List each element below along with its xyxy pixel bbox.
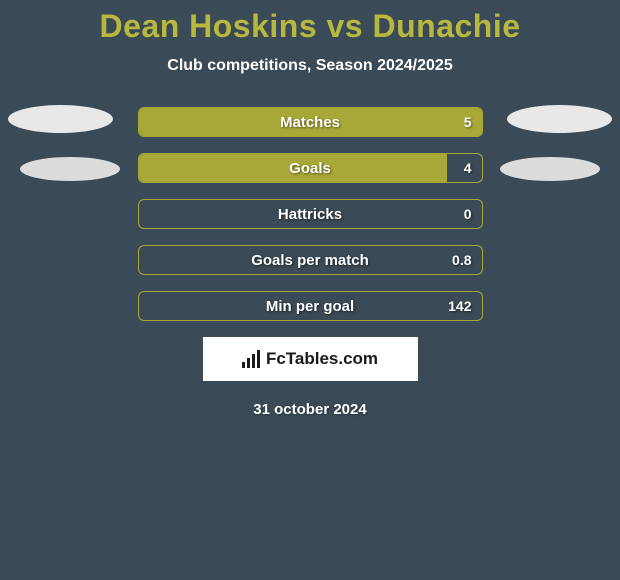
stat-value: 5 bbox=[464, 108, 472, 136]
page-title: Dean Hoskins vs Dunachie bbox=[0, 8, 620, 45]
player-right-avatar-bottom bbox=[500, 157, 600, 181]
stat-label: Matches bbox=[139, 108, 482, 136]
stat-label: Goals per match bbox=[139, 246, 482, 274]
footer-date: 31 october 2024 bbox=[0, 401, 620, 418]
stat-label: Hattricks bbox=[139, 200, 482, 228]
comparison-widget: Dean Hoskins vs Dunachie Club competitio… bbox=[0, 0, 620, 418]
stat-value: 0.8 bbox=[452, 246, 471, 274]
player-left-avatar-bottom bbox=[20, 157, 120, 181]
stat-row-hattricks: Hattricks 0 bbox=[138, 199, 483, 229]
player-right-avatar-top bbox=[507, 105, 612, 133]
stat-row-goals: Goals 4 bbox=[138, 153, 483, 183]
stat-label: Goals bbox=[139, 154, 482, 182]
stat-value: 4 bbox=[464, 154, 472, 182]
bar-chart-icon bbox=[242, 350, 260, 368]
stat-label: Min per goal bbox=[139, 292, 482, 320]
branding-link[interactable]: FcTables.com bbox=[203, 337, 418, 381]
stat-row-min-per-goal: Min per goal 142 bbox=[138, 291, 483, 321]
stat-value: 0 bbox=[464, 200, 472, 228]
stat-rows: Matches 5 Goals 4 Hattricks 0 Goals per … bbox=[138, 107, 483, 321]
stat-value: 142 bbox=[448, 292, 471, 320]
stats-section: Matches 5 Goals 4 Hattricks 0 Goals per … bbox=[0, 107, 620, 418]
brand-label: FcTables.com bbox=[266, 349, 378, 369]
subtitle: Club competitions, Season 2024/2025 bbox=[0, 57, 620, 75]
stat-row-goals-per-match: Goals per match 0.8 bbox=[138, 245, 483, 275]
stat-row-matches: Matches 5 bbox=[138, 107, 483, 137]
player-left-avatar-top bbox=[8, 105, 113, 133]
